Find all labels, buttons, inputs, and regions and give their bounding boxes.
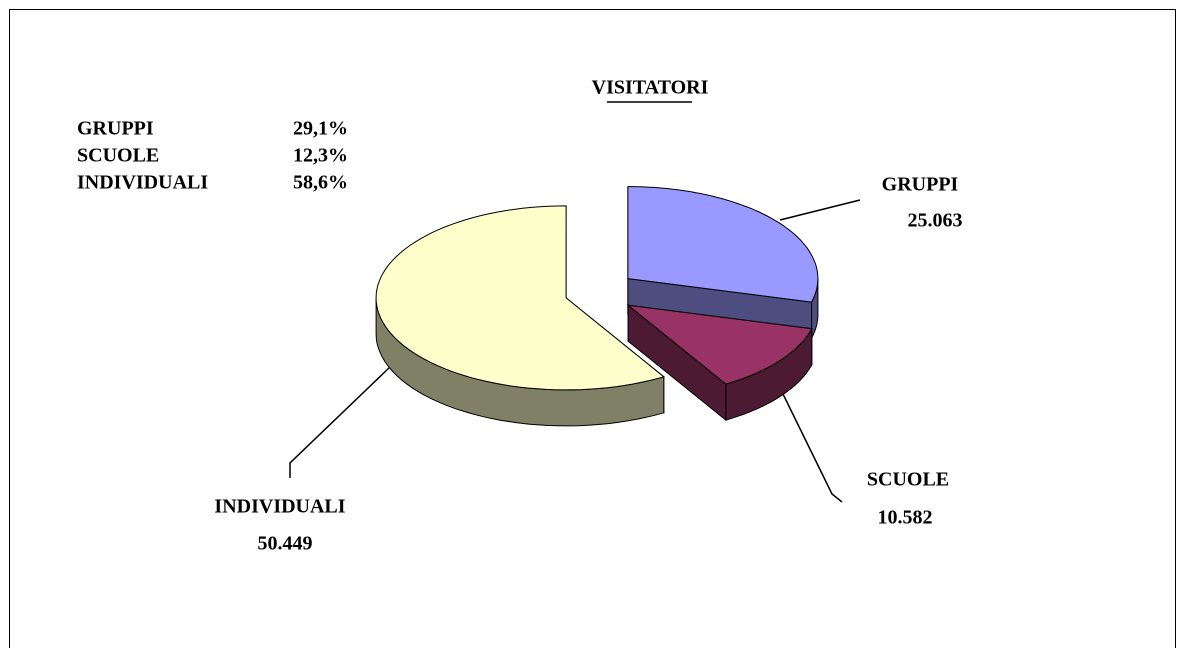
leader-line: [781, 391, 843, 503]
leader-line: [289, 366, 391, 478]
frame: [9, 9, 1176, 648]
slice: [626, 304, 813, 385]
legend-category: GRUPPI: [77, 118, 154, 140]
data-label-category: SCUOLE: [867, 469, 949, 491]
slice: [375, 205, 665, 391]
data-label-category: GRUPPI: [882, 174, 959, 196]
data-label-value: 50.449: [258, 533, 313, 555]
legend-percentage: 29,1%: [293, 118, 348, 140]
legend-category: INDIVIDUALI: [77, 172, 208, 194]
leader-line: [779, 199, 861, 221]
legend-percentage: 12,3%: [293, 145, 348, 167]
data-label-value: 10.582: [878, 507, 933, 529]
legend-category: SCUOLE: [77, 145, 159, 167]
slice: [627, 186, 819, 303]
legend-percentage: 58,6%: [293, 172, 348, 194]
chart-title: VISITATORI: [592, 77, 709, 99]
data-label-category: INDIVIDUALI: [214, 496, 345, 518]
data-label-value: 25.063: [908, 210, 963, 232]
